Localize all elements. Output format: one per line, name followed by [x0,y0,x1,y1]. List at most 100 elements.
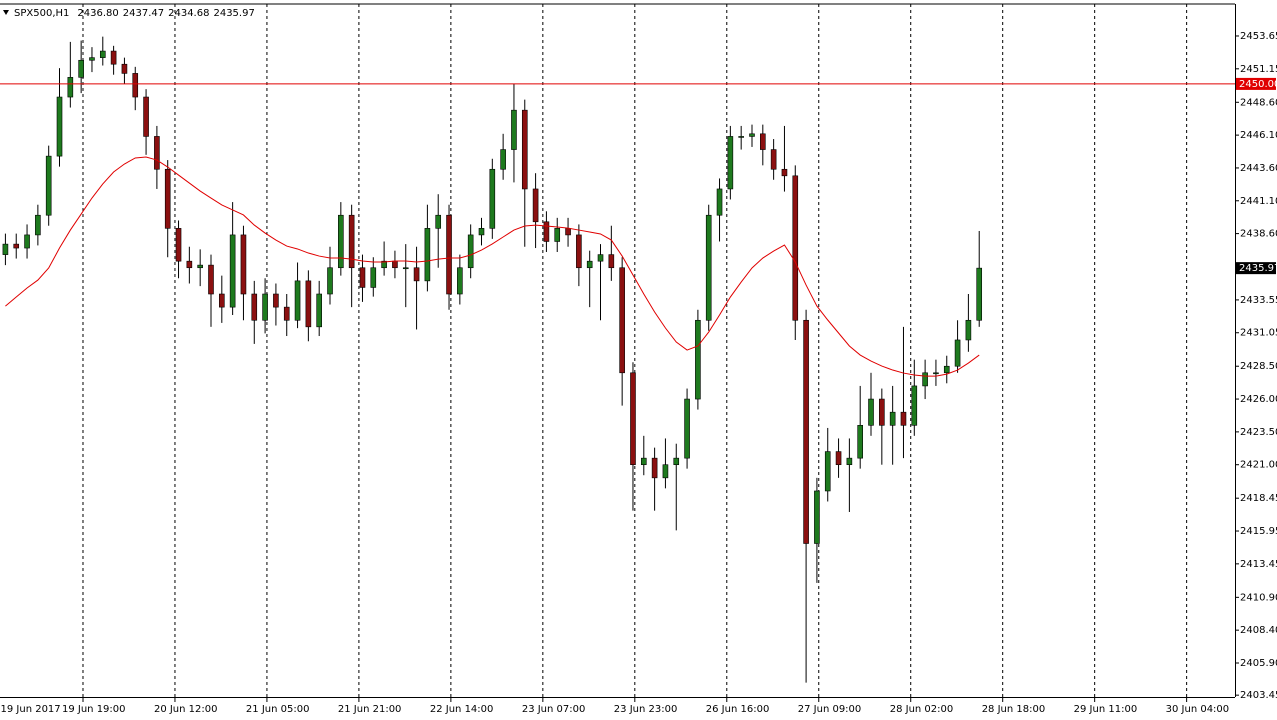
candle-body [143,96,149,137]
candle-body [760,133,766,150]
candle-body [673,457,680,466]
candle-body [651,457,658,479]
candle-body [457,267,463,295]
candle-body [13,243,20,249]
candle-body [889,411,896,426]
candle-body [2,243,9,255]
y-tick-label: 2421.00 [1240,460,1277,471]
candle-body [716,188,723,216]
candle-body [900,411,907,426]
candle-body [565,228,571,236]
last-price-label: 2435.97 [1239,263,1277,274]
candle-body [381,260,387,269]
candle-body [576,234,582,269]
symbol-menu-triangle[interactable] [3,10,9,15]
candle-body [846,457,853,466]
candle-body [175,228,182,262]
candle-body [24,234,30,249]
y-tick-label: 2428.50 [1240,361,1277,372]
y-tick-label: 2408.40 [1240,625,1277,636]
candle-body [705,214,712,321]
candle-body [132,73,139,98]
candle-body [835,451,842,466]
candle-body [45,155,52,216]
last-price-box [1236,262,1276,275]
candle-body [338,214,344,269]
candle-body [521,109,528,190]
candle-body [640,457,647,466]
y-tick-label: 2438.60 [1240,229,1277,240]
candle-body [857,425,863,459]
x-tick-label: 28 Jun 18:00 [982,704,1046,715]
candle-body [792,175,799,321]
candle-body [954,339,961,367]
candle-body [965,319,972,341]
candle-body [251,293,258,321]
x-tick-label: 23 Jun 23:00 [614,704,678,715]
y-tick-label: 2431.05 [1240,328,1277,339]
candle-body [814,490,820,544]
candle-body [868,398,874,426]
candle-body [424,228,431,282]
x-tick-label: 20 Jun 12:00 [154,704,218,715]
candle-body [402,267,409,270]
candle-body [413,267,420,282]
y-tick-label: 2441.10 [1240,196,1277,207]
candle-body [554,228,561,242]
candle-body [608,254,615,269]
candle-body [943,365,950,374]
candle-body [911,385,918,426]
candle-body [262,293,268,321]
candle-body [348,214,355,269]
candle-body [305,280,312,328]
candle-body [121,63,128,74]
candle-body [879,398,885,426]
candle-body [208,264,214,295]
candle-body [283,306,290,321]
candle-body [154,136,160,170]
candle-body [186,260,193,269]
candle-body [110,50,117,65]
moving-average [5,156,980,377]
candle-body [933,372,939,375]
candle-body [630,372,636,466]
candle-body [219,293,225,308]
y-tick-label: 2413.45 [1240,559,1277,570]
candle-body [99,50,106,58]
candle-body [89,57,95,61]
header-value: 2436.80 [77,8,118,19]
chart-title: SPX500,H1 [14,8,69,19]
candle-body [511,109,517,150]
candle-body [327,267,333,295]
y-tick-label: 2451.15 [1240,64,1277,75]
candle-body [240,234,247,295]
candle-body [662,464,669,479]
y-tick-label: 2446.10 [1240,130,1277,141]
candle-body [56,96,63,157]
candle-body [749,133,755,137]
x-tick-label: 23 Jun 07:00 [522,704,586,715]
y-tick-label: 2403.45 [1240,690,1277,701]
x-tick-label: 27 Jun 09:00 [798,704,862,715]
x-tick-label: 21 Jun 05:00 [246,704,310,715]
header-value: 2437.47 [123,8,164,19]
level-label-box [1236,77,1276,90]
candle-body [273,293,279,308]
candle-body [500,149,506,170]
header-value: 2434.68 [168,8,209,19]
candle-body [359,267,366,288]
candle-body [597,254,604,262]
y-tick-label: 2410.90 [1240,592,1277,603]
candle-body [467,234,474,269]
candle-body [684,398,690,459]
y-tick-label: 2453.65 [1240,31,1277,42]
candle-body [197,264,203,269]
y-tick-label: 2426.00 [1240,394,1277,405]
candle-body [78,59,84,78]
y-tick-label: 2448.60 [1240,97,1277,108]
y-tick-label: 2418.45 [1240,493,1277,504]
candle-body [478,228,485,236]
y-tick-label: 2443.60 [1240,163,1277,174]
